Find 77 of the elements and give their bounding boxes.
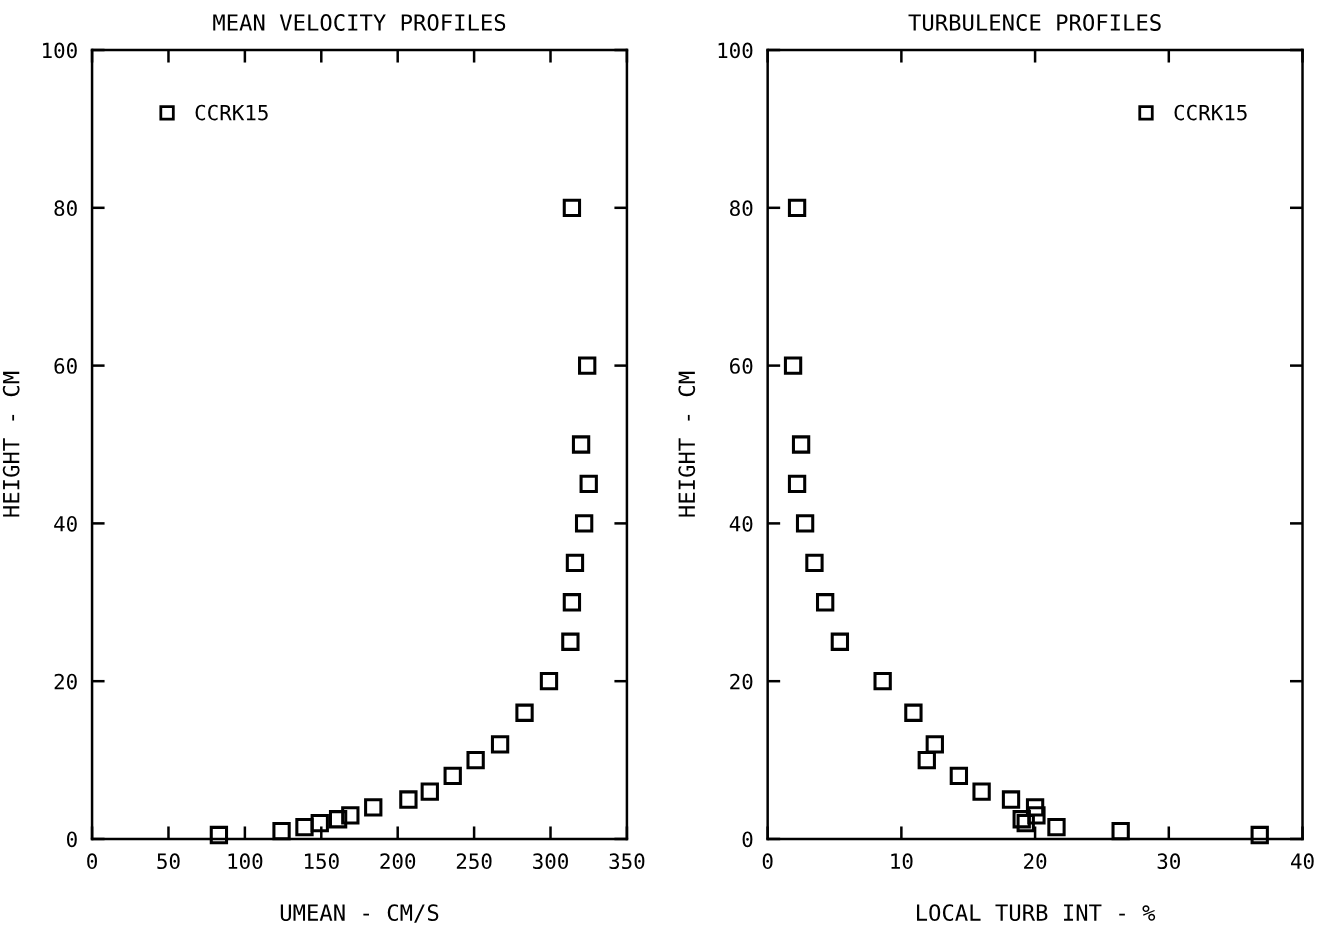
point xyxy=(791,435,811,454)
point xyxy=(1027,806,1046,825)
point xyxy=(490,735,510,754)
point xyxy=(787,474,807,494)
legend-label: CCRK15 xyxy=(1174,104,1247,121)
point xyxy=(783,356,803,375)
point xyxy=(1111,821,1130,841)
y-tick-label: 80 xyxy=(54,200,77,217)
point xyxy=(925,735,944,754)
point xyxy=(443,766,462,786)
y-tick-label: 100 xyxy=(718,42,753,59)
point xyxy=(562,593,582,612)
point xyxy=(904,703,923,722)
point xyxy=(873,672,892,691)
point xyxy=(364,798,383,817)
point xyxy=(295,817,314,837)
point xyxy=(1012,810,1031,829)
y-axis-title: HEIGHT - CM xyxy=(2,371,20,517)
chart-title: MEAN VELOCITY PROFILES xyxy=(213,14,506,31)
x-tick-label: 10 xyxy=(891,853,913,870)
point xyxy=(571,435,591,454)
x-tick-label: 50 xyxy=(157,853,180,870)
x-tick-label: 150 xyxy=(304,853,339,870)
point xyxy=(209,825,229,845)
point xyxy=(328,810,348,829)
x-tick-label: 0 xyxy=(762,853,773,870)
point xyxy=(579,474,598,494)
point xyxy=(972,782,991,801)
point xyxy=(565,553,585,573)
y-tick-label: 40 xyxy=(54,515,77,532)
x-axis-title: UMEAN - CM/S xyxy=(280,904,439,923)
y-tick-label: 0 xyxy=(66,831,77,848)
point xyxy=(815,593,835,612)
legend-label: CCRK15 xyxy=(195,104,268,121)
point xyxy=(1016,814,1035,833)
point xyxy=(272,821,291,841)
point xyxy=(1250,825,1269,845)
y-axis-title: HEIGHT - CM xyxy=(678,371,696,517)
point xyxy=(787,198,807,217)
x-tick-label: 0 xyxy=(87,853,97,870)
x-tick-label: 40 xyxy=(1291,853,1314,870)
point xyxy=(515,703,534,722)
point xyxy=(1025,798,1045,817)
x-tick-label: 100 xyxy=(228,853,263,870)
point xyxy=(466,750,485,770)
point xyxy=(420,782,439,801)
x-tick-label: 200 xyxy=(380,853,416,870)
x-axis-title: LOCAL TURB INT - % xyxy=(917,904,1156,922)
chart-title: TURBULENCE PROFILES xyxy=(908,14,1161,31)
y-tick-label: 40 xyxy=(729,515,753,532)
point xyxy=(578,356,597,375)
y-tick-label: 60 xyxy=(730,358,753,374)
y-tick-label: 20 xyxy=(730,673,753,690)
x-tick-label: 20 xyxy=(1024,853,1047,870)
point xyxy=(795,514,815,533)
point xyxy=(399,790,418,809)
x-tick-label: 300 xyxy=(533,853,568,870)
point xyxy=(310,814,329,833)
point xyxy=(341,806,360,825)
point xyxy=(574,514,594,533)
point xyxy=(830,632,850,651)
x-tick-label: 350 xyxy=(609,853,645,870)
point xyxy=(1047,817,1066,837)
y-tick-label: 80 xyxy=(730,200,753,217)
point xyxy=(539,672,559,691)
y-tick-label: 100 xyxy=(43,42,77,59)
point xyxy=(1001,790,1021,809)
point xyxy=(949,766,969,786)
x-tick-label: 250 xyxy=(456,853,492,870)
y-tick-label: 0 xyxy=(742,831,753,848)
point xyxy=(917,750,936,770)
y-tick-label: 20 xyxy=(54,673,77,690)
point xyxy=(561,632,580,651)
point xyxy=(805,553,824,573)
point xyxy=(562,198,582,217)
x-tick-label: 30 xyxy=(1157,853,1180,870)
y-tick-label: 60 xyxy=(54,358,77,374)
